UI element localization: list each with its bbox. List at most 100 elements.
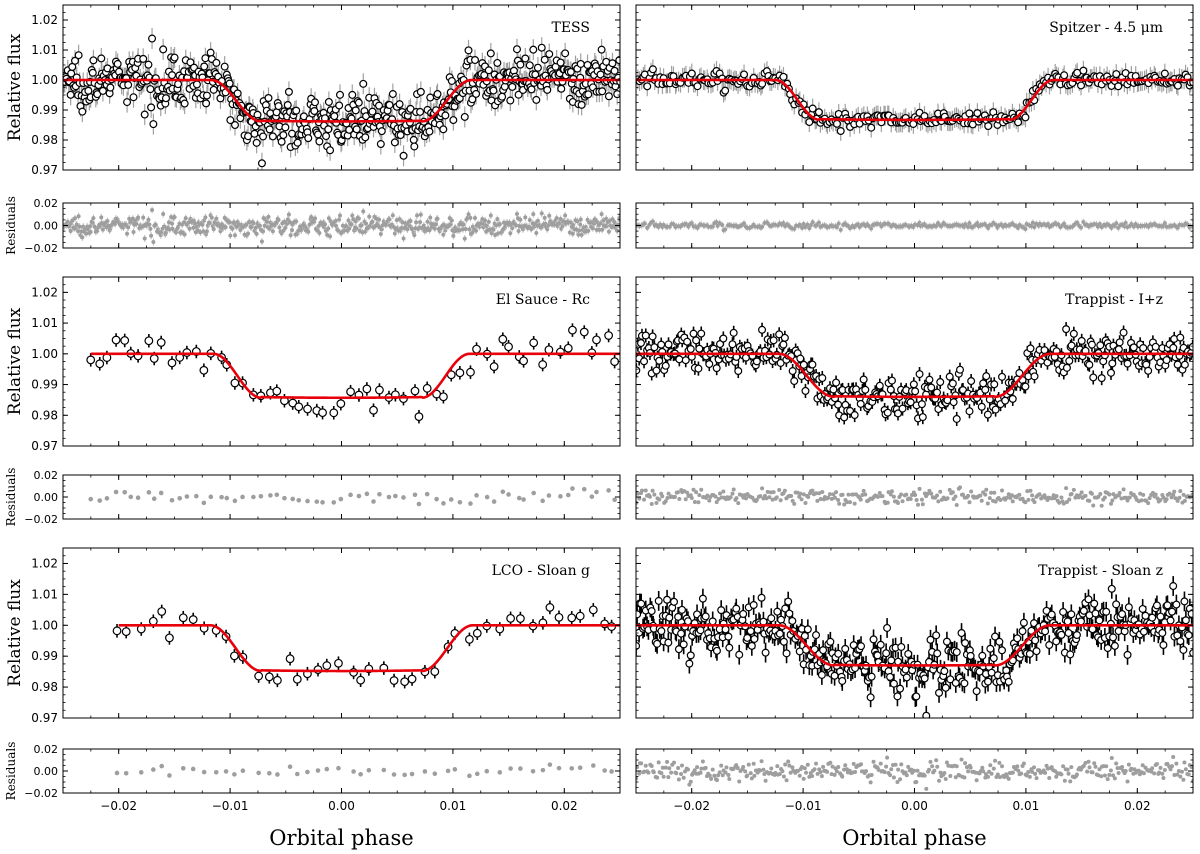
residual-point xyxy=(979,498,984,503)
data-point xyxy=(1160,69,1169,78)
data-point xyxy=(861,385,870,394)
data-point xyxy=(504,342,513,352)
residual-point xyxy=(558,494,563,499)
data-point xyxy=(226,116,235,125)
flux-tick-label: 1.02 xyxy=(31,285,58,299)
data-point xyxy=(95,359,105,369)
data-point xyxy=(657,340,666,349)
residual-point xyxy=(583,224,588,229)
residual-point xyxy=(281,228,286,233)
data-point xyxy=(368,107,377,116)
residual-point xyxy=(969,489,974,494)
residual-axis-label: Residuals xyxy=(4,196,18,255)
residual-point xyxy=(1125,498,1130,503)
residual-point xyxy=(743,496,748,501)
residual-point xyxy=(617,216,620,221)
residual-point xyxy=(1190,492,1193,497)
residual-point xyxy=(810,488,815,493)
residual-point xyxy=(575,219,580,224)
residual-point xyxy=(1138,491,1143,496)
flux-tick-label: 0.97 xyxy=(31,163,58,177)
residual-point xyxy=(286,212,291,217)
residual-point xyxy=(474,228,479,233)
residual-point xyxy=(760,486,765,491)
residual-point xyxy=(782,488,787,493)
data-point xyxy=(352,125,361,134)
residual-point xyxy=(840,492,845,497)
data-point xyxy=(1097,374,1106,383)
data-point xyxy=(202,99,211,108)
residual-point xyxy=(774,495,779,500)
residual-point xyxy=(916,502,921,507)
residual-point xyxy=(827,492,832,497)
residual-point xyxy=(508,231,513,236)
data-point xyxy=(329,408,339,418)
data-point xyxy=(1021,382,1030,391)
data-point xyxy=(468,95,477,104)
residual-point xyxy=(539,211,544,216)
data-point xyxy=(579,327,589,337)
data-point xyxy=(231,121,240,130)
residual-point xyxy=(153,222,158,227)
residual-point xyxy=(807,226,812,231)
residual-point xyxy=(814,491,819,496)
data-point xyxy=(84,86,93,95)
residual-point xyxy=(516,495,522,501)
residual-point xyxy=(227,220,232,225)
residual-point xyxy=(529,227,534,232)
data-point xyxy=(584,90,593,99)
data-point xyxy=(527,85,536,94)
residual-point xyxy=(218,229,223,234)
residual-point xyxy=(760,224,765,229)
data-point xyxy=(439,125,448,134)
residual-point xyxy=(936,499,941,504)
data-point xyxy=(447,76,456,85)
residual-point xyxy=(1071,487,1076,492)
residual-point xyxy=(1158,498,1163,503)
error-bars xyxy=(116,600,613,689)
data-point xyxy=(186,58,195,67)
data-point xyxy=(268,132,277,141)
data-point xyxy=(689,329,698,338)
data-point xyxy=(664,340,673,349)
flux-plot xyxy=(636,59,1193,141)
residual-point xyxy=(249,225,254,230)
panel-spitzer-4-5-m: Spitzer - 4.5 μm xyxy=(635,4,1194,249)
residual-y-ticks xyxy=(636,474,1193,520)
data-point xyxy=(967,377,976,386)
residual-point xyxy=(934,224,939,229)
data-point xyxy=(244,132,253,141)
data-point xyxy=(925,375,934,384)
residual-point xyxy=(162,224,167,229)
data-point xyxy=(818,374,827,383)
residual-point xyxy=(393,493,398,499)
residual-y-ticks: −0.02 0.00 0.02 xyxy=(24,197,620,255)
data-point xyxy=(556,58,565,67)
residual-point xyxy=(1127,495,1132,500)
data-point xyxy=(410,142,419,151)
residual-point xyxy=(845,500,850,505)
residual-point xyxy=(920,502,925,507)
data-point xyxy=(433,90,442,99)
residual-point xyxy=(309,215,314,220)
residual-point xyxy=(789,493,794,498)
residual-point xyxy=(838,227,843,232)
data-point xyxy=(512,45,521,54)
residual-point xyxy=(232,220,237,225)
residual-tick-label: 0.00 xyxy=(34,220,59,233)
data-point xyxy=(455,368,465,378)
transit-model-line xyxy=(636,352,1193,399)
residual-point xyxy=(683,221,688,226)
data-point xyxy=(395,100,404,109)
residual-point xyxy=(1110,498,1115,503)
residual-point xyxy=(377,217,382,222)
data-point xyxy=(566,67,575,76)
residual-point xyxy=(891,494,896,499)
residual-point xyxy=(590,226,595,231)
residual-point xyxy=(500,489,506,495)
residual-point xyxy=(1057,500,1062,505)
residual-point xyxy=(290,496,296,502)
residual-point xyxy=(983,492,988,497)
panel-lco-sloan-g: 0.970.980.991.001.011.02 LCO - Sloan g−0.… xyxy=(24,547,621,800)
